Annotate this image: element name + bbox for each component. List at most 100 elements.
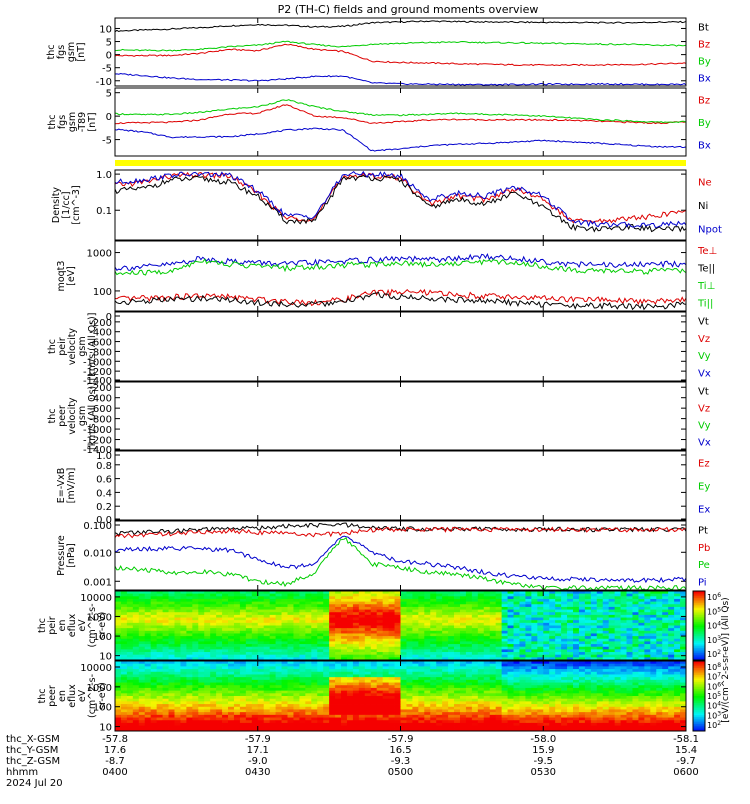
spectrogram-cell (133, 655, 139, 658)
spectrogram-cell (662, 639, 668, 642)
spectrogram-cell (609, 677, 615, 680)
spectrogram-cell (496, 718, 502, 721)
spectrogram-cell (644, 672, 650, 675)
spectrogram-cell (311, 718, 317, 721)
spectrogram-cell (466, 704, 472, 707)
spectrogram-cell (186, 615, 192, 618)
spectrogram-cell (180, 596, 186, 599)
spectrogram-cell (252, 718, 258, 721)
spectrogram-cell (305, 649, 311, 652)
spectrogram-cell (680, 599, 686, 602)
spectrogram-cell (472, 701, 478, 704)
spectrogram-cell (561, 612, 567, 615)
spectrogram-cell (454, 674, 460, 677)
spectrogram-cell (246, 610, 252, 613)
spectrogram-cell (395, 712, 401, 715)
spectrogram-cell (192, 680, 198, 683)
spectrogram-cell (329, 683, 335, 686)
spectrogram-cell (603, 699, 609, 702)
spectrogram-cell (650, 626, 656, 629)
spectrogram-cell (412, 628, 418, 631)
spectrogram-cell (401, 594, 407, 597)
spectrogram-cell (383, 680, 389, 683)
spectrogram-cell (406, 664, 412, 667)
spectrogram-cell (293, 669, 299, 672)
spectrogram-cell (418, 693, 424, 696)
spectrogram-cell (567, 623, 573, 626)
spectrogram-cell (377, 626, 383, 629)
spectrogram-cell (133, 604, 139, 607)
spectrogram-cell (180, 644, 186, 647)
spectrogram-cell (287, 685, 293, 688)
spectrogram-cell (341, 672, 347, 675)
spectrogram-cell (252, 612, 258, 615)
spectrogram-cell (228, 693, 234, 696)
spectrogram-cell (650, 655, 656, 658)
spectrogram-cell (192, 594, 198, 597)
spectrogram-cell (627, 664, 633, 667)
spectrogram-cell (341, 607, 347, 610)
spectrogram-cell (597, 623, 603, 626)
spectrogram-cell (591, 649, 597, 652)
spectrogram-cell (525, 712, 531, 715)
spectrogram-cell (632, 623, 638, 626)
spectrogram-cell (460, 607, 466, 610)
spectrogram-cell (264, 691, 270, 694)
spectrogram-cell (121, 709, 127, 712)
spectrogram-cell (299, 610, 305, 613)
spectrogram-cell (258, 652, 264, 655)
spectrogram-cell (543, 623, 549, 626)
spectrogram-cell (186, 652, 192, 655)
spectrogram-cell (216, 607, 222, 610)
spectrogram-cell (591, 599, 597, 602)
spectrogram-cell (406, 610, 412, 613)
spectrogram-cell (638, 674, 644, 677)
spectrogram-cell (597, 652, 603, 655)
spectrogram-cell (460, 712, 466, 715)
spectrogram-cell (174, 612, 180, 615)
spectrogram-cell (502, 691, 508, 694)
spectrogram-cell (525, 718, 531, 721)
spectrogram-cell (406, 666, 412, 669)
spectrogram-cell (276, 701, 282, 704)
spectrogram-cell (448, 636, 454, 639)
spectrogram-cell (151, 693, 157, 696)
spectrogram-cell (216, 610, 222, 613)
spectrogram-cell (638, 691, 644, 694)
spectrogram-cell (454, 615, 460, 618)
spectrogram-cell (490, 683, 496, 686)
spectrogram-cell (240, 628, 246, 631)
spectrogram-cell (484, 672, 490, 675)
spectrogram-cell (246, 633, 252, 636)
spectrogram-cell (299, 649, 305, 652)
spectrogram-cell (424, 639, 430, 642)
spectrogram-cell (329, 602, 335, 605)
spectrogram-cell (317, 623, 323, 626)
spectrogram-cell (418, 604, 424, 607)
spectrogram-cell (169, 607, 175, 610)
spectrogram-cell (347, 626, 353, 629)
spectrogram-cell (650, 715, 656, 718)
spectrogram-cell (234, 709, 240, 712)
spectrogram-cell (246, 636, 252, 639)
spectrogram-cell (644, 649, 650, 652)
spectrogram-cell (305, 680, 311, 683)
spectrogram-cell (234, 715, 240, 718)
spectrogram-cell (519, 666, 525, 669)
spectrogram-cell (270, 594, 276, 597)
spectrogram-cell (514, 639, 520, 642)
spectrogram-cell (674, 718, 680, 721)
spectrogram-cell (579, 655, 585, 658)
spectrogram-cell (323, 701, 329, 704)
spectrogram-cell (591, 696, 597, 699)
spectrogram-cell (299, 691, 305, 694)
spectrogram-cell (163, 612, 169, 615)
spectrogram-cell (543, 628, 549, 631)
spectrogram-cell (502, 610, 508, 613)
spectrogram-cell (395, 701, 401, 704)
spectrogram-cell (632, 677, 638, 680)
spectrogram-cell (674, 669, 680, 672)
spectrogram-cell (192, 655, 198, 658)
spectrogram-cell (359, 649, 365, 652)
spectrogram-cell (276, 610, 282, 613)
